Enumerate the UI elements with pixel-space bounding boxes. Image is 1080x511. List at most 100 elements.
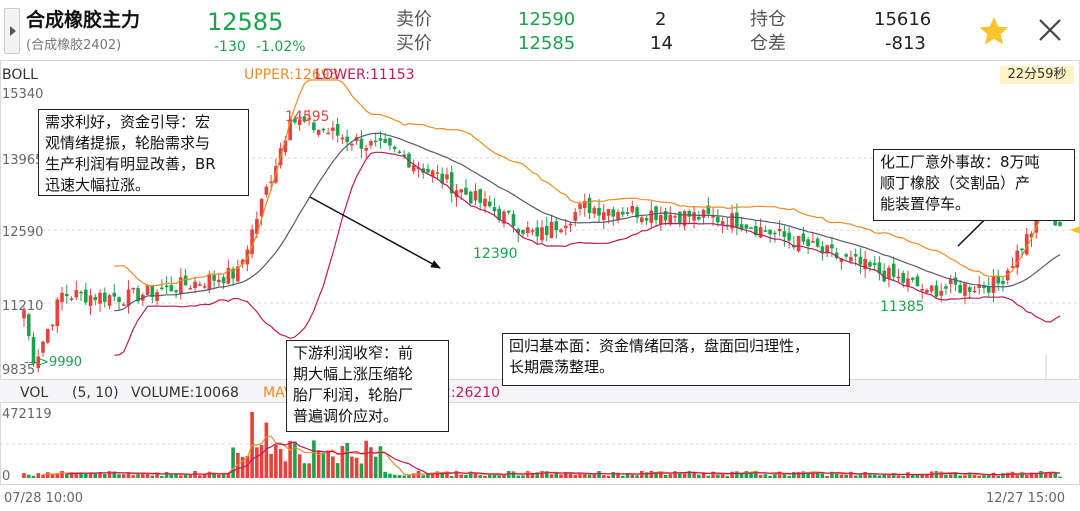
- candle-body: [882, 270, 886, 282]
- volume-bar: [440, 472, 445, 478]
- annotation-line: 期大幅上涨压缩轮: [293, 365, 414, 383]
- volume-bar: [544, 471, 549, 478]
- volume-bar: [877, 475, 882, 478]
- candle-body: [364, 147, 368, 151]
- candle-body: [136, 288, 140, 302]
- volume-bar: [559, 474, 563, 478]
- volume-bar: [126, 472, 131, 478]
- volume-bar: [735, 471, 739, 478]
- candle-body: [948, 279, 953, 285]
- candle-body: [226, 267, 231, 284]
- candle-body: [782, 231, 787, 237]
- star-icon[interactable]: [978, 15, 1010, 47]
- volume-bar: [620, 475, 625, 478]
- volume-bar: [269, 453, 273, 478]
- candle-body: [45, 328, 50, 343]
- volume-bar: [972, 475, 977, 478]
- candle-body: [977, 284, 982, 289]
- volume-bar: [716, 474, 720, 478]
- candle-body: [164, 285, 169, 288]
- volume-bar: [692, 472, 696, 478]
- volume-bar: [563, 472, 568, 478]
- candle-body: [692, 212, 696, 221]
- candle-body: [449, 172, 454, 194]
- volume-tick-label: 472119: [2, 407, 52, 422]
- candle-body: [806, 239, 810, 247]
- volume-bar: [454, 470, 459, 478]
- candle-body: [996, 276, 1001, 284]
- candle-body: [544, 225, 549, 236]
- candle-body: [198, 284, 202, 286]
- candle-body: [929, 285, 934, 292]
- candle-body: [316, 129, 321, 135]
- time-axis-end: 12/27 15:00: [986, 491, 1065, 506]
- annotation-line: 化工厂意外事故：8万吨: [880, 153, 1040, 171]
- volume-bar: [1001, 473, 1005, 478]
- candle-body: [625, 212, 630, 214]
- candle-body: [777, 228, 782, 232]
- candle-body: [939, 290, 943, 296]
- candle-body: [392, 146, 397, 150]
- volume-bar: [1034, 472, 1039, 478]
- volume-bar: [777, 471, 782, 478]
- volume-bar: [649, 470, 654, 478]
- volume-bar: [369, 447, 373, 478]
- candle-body: [259, 198, 264, 217]
- candle-body: [758, 227, 763, 238]
- volume-bar: [231, 447, 235, 478]
- volume-bar: [830, 471, 834, 478]
- volume-bar: [74, 474, 79, 478]
- expand-toggle-button[interactable]: [4, 8, 20, 54]
- candle-body: [468, 191, 473, 204]
- candle-body: [492, 207, 497, 212]
- candle-body: [26, 314, 31, 336]
- volume-bar: [768, 475, 772, 478]
- price-tick-label: 9835: [2, 363, 35, 378]
- open-interest-value: 15616: [874, 9, 932, 30]
- candle-body: [445, 174, 449, 180]
- candle-body: [1029, 233, 1034, 238]
- volume-bar: [50, 474, 55, 478]
- boll-lower-line: [114, 151, 1061, 356]
- volume-legend-name: VOL: [20, 385, 48, 401]
- candle-body: [701, 209, 706, 218]
- candle-body: [801, 233, 806, 242]
- volume-bar: [397, 475, 402, 478]
- volume-bar: [136, 473, 140, 478]
- candle-body: [359, 138, 364, 149]
- annotation-line: 长期震荡整理。: [509, 358, 615, 376]
- volume-bar: [630, 474, 635, 478]
- candle-body: [388, 138, 392, 146]
- candle-body: [663, 211, 668, 221]
- volume-bar: [967, 472, 972, 478]
- candle-body: [635, 207, 639, 218]
- candle-body: [535, 227, 540, 237]
- candle-body: [312, 122, 316, 131]
- min-price-mark: --->9990: [24, 355, 82, 370]
- volume-bar: [948, 474, 953, 478]
- candle-body: [986, 286, 991, 293]
- close-icon[interactable]: [1035, 15, 1065, 45]
- low-price-mark: 12390: [473, 246, 518, 262]
- volume-bar: [820, 473, 825, 478]
- volume-bar: [264, 422, 269, 478]
- candle-body: [60, 292, 64, 303]
- volume-bar: [36, 473, 41, 478]
- candle-body: [901, 272, 905, 283]
- volume-bar: [578, 473, 582, 478]
- volume-bar: [616, 472, 620, 478]
- candle-body: [773, 232, 777, 235]
- candle-body: [383, 138, 387, 143]
- candle-body: [160, 287, 164, 290]
- volume-bar: [858, 473, 863, 478]
- candle-body: [69, 298, 74, 300]
- candle-body: [944, 286, 948, 289]
- volume-bar: [1024, 474, 1029, 478]
- kline-chart-area[interactable]: BOLL UPPER:12693 LOWER:11153 VOL (5, 10)…: [0, 60, 1080, 511]
- volume-bar: [331, 456, 335, 478]
- volume-bar: [887, 474, 891, 478]
- volume-legend-value: VOLUME:10068: [131, 385, 239, 401]
- annotation-line: 下游利润收窄：前: [293, 344, 414, 362]
- candle-body: [411, 165, 416, 172]
- candle-body: [217, 279, 221, 283]
